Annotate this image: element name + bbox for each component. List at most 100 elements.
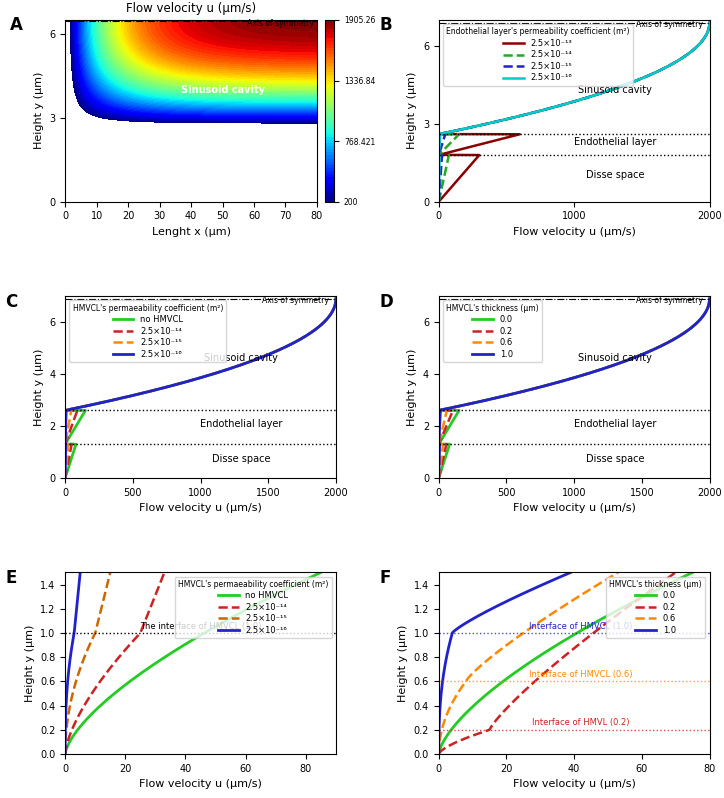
2.5×10⁻¹⁶ [64,676,72,685]
2.5×10⁻¹⁵ [705,18,714,27]
0.6 [550,607,558,617]
2.5×10⁻¹⁴ [61,749,70,759]
0.2 [620,604,629,614]
no HMVCL [332,294,340,303]
no HMVCL [113,394,122,404]
Text: Endothelial layer: Endothelial layer [200,419,282,429]
Line: 2.5×10⁻¹⁶: 2.5×10⁻¹⁶ [65,298,336,478]
2.5×10⁻¹⁴ [671,57,680,67]
2.5×10⁻¹³ [677,54,686,64]
0.2 [539,670,547,679]
Line: no HMVCL: no HMVCL [65,572,321,754]
2.5×10⁻¹⁶ [61,473,70,483]
1.0 [487,394,496,404]
Line: 0.6: 0.6 [439,572,618,754]
Y-axis label: Height y (μm): Height y (μm) [408,349,417,425]
no HMVCL [127,676,135,685]
0.2 [671,567,680,577]
0.2 [671,334,680,343]
Text: Sinusoid cavity: Sinusoid cavity [578,85,652,95]
Text: Sinusoid cavity: Sinusoid cavity [578,353,652,363]
Text: Interface of HMVCL (1.0): Interface of HMVCL (1.0) [529,622,633,630]
0.6 [434,749,443,759]
Legend: 2.5×10⁻¹³, 2.5×10⁻¹⁴, 2.5×10⁻¹⁵, 2.5×10⁻¹⁶: 2.5×10⁻¹³, 2.5×10⁻¹⁴, 2.5×10⁻¹⁵, 2.5×10⁻… [443,24,633,85]
2.5×10⁻¹⁶ [61,731,70,741]
Legend: 0.0, 0.2, 0.6, 1.0: 0.0, 0.2, 0.6, 1.0 [443,300,542,362]
2.5×10⁻¹⁵ [72,676,80,685]
2.5×10⁻¹⁴ [636,74,645,84]
0.6 [487,394,496,404]
no HMVCL [84,401,93,410]
1.0 [434,749,443,759]
Y-axis label: Height y (μm): Height y (μm) [408,72,417,149]
0.2 [434,749,443,759]
Text: Disse space: Disse space [586,170,644,180]
2.5×10⁻¹⁶ [458,124,466,134]
Text: Interface of HMVL (0.2): Interface of HMVL (0.2) [532,718,630,728]
no HMVCL [298,334,306,343]
2.5×10⁻¹⁵ [97,604,106,614]
0.0 [636,350,645,360]
Legend: no HMVCL, 2.5×10⁻¹⁴, 2.5×10⁻¹⁵, 2.5×10⁻¹⁶: no HMVCL, 2.5×10⁻¹⁴, 2.5×10⁻¹⁵, 2.5×10⁻¹… [70,300,227,362]
2.5×10⁻¹⁴ [84,401,93,410]
2.5×10⁻¹⁶ [636,74,645,84]
0.6 [614,567,623,577]
2.5×10⁻¹⁴ [677,54,686,64]
0.6 [434,473,443,483]
0.2 [458,401,466,410]
2.5×10⁻¹⁵ [61,749,70,759]
Y-axis label: Height y (μm): Height y (μm) [33,349,43,425]
Title: Flow velocity u (μm/s): Flow velocity u (μm/s) [126,2,256,14]
2.5×10⁻¹⁵ [113,394,122,404]
1.0 [677,330,686,340]
2.5×10⁻¹⁶ [303,330,312,340]
no HMVCL [206,625,215,634]
2.5×10⁻¹⁴ [332,294,340,303]
Line: 2.5×10⁻¹⁶: 2.5×10⁻¹⁶ [65,572,80,754]
2.5×10⁻¹⁴ [61,473,70,483]
Text: Endothelial layer: Endothelial layer [573,419,656,429]
1.0 [636,350,645,360]
Text: D: D [379,293,393,310]
0.2 [468,731,477,741]
Line: 2.5×10⁻¹⁴: 2.5×10⁻¹⁴ [65,298,336,478]
Text: Endothelial layer: Endothelial layer [176,135,269,145]
Line: 2.5×10⁻¹⁶: 2.5×10⁻¹⁶ [439,22,710,202]
Line: 1.0: 1.0 [439,298,710,478]
2.5×10⁻¹⁵ [84,401,93,410]
2.5×10⁻¹⁶ [61,749,70,759]
no HMVCL [263,350,272,360]
2.5×10⁻¹⁶ [72,604,81,614]
2.5×10⁻¹⁴ [138,625,146,634]
1.0 [566,567,575,577]
0.0 [442,731,451,741]
Text: C: C [6,293,18,310]
2.5×10⁻¹⁵ [298,334,306,343]
2.5×10⁻¹⁶ [76,567,85,577]
Line: 2.5×10⁻¹⁵: 2.5×10⁻¹⁵ [65,572,110,754]
0.6 [462,676,471,685]
2.5×10⁻¹⁴ [298,334,306,343]
Y-axis label: Height y (μm): Height y (μm) [398,625,408,702]
2.5×10⁻¹⁴ [113,394,122,404]
Legend: 0.0, 0.2, 0.6, 1.0: 0.0, 0.2, 0.6, 1.0 [606,576,705,638]
2.5×10⁻¹⁴ [144,607,153,617]
2.5×10⁻¹⁶ [298,334,306,343]
0.0 [440,455,449,464]
Text: Sinusoid cavity: Sinusoid cavity [180,85,264,95]
0.0 [671,334,680,343]
1.0 [438,676,447,685]
2.5×10⁻¹³ [458,124,466,134]
2.5×10⁻¹⁶ [113,394,122,404]
2.5×10⁻¹³ [671,57,680,67]
no HMVCL [316,567,325,577]
2.5×10⁻¹⁴ [263,350,272,360]
Y-axis label: Height y (μm): Height y (μm) [25,625,35,702]
2.5×10⁻¹⁴ [303,330,312,340]
no HMVCL [237,607,245,617]
2.5×10⁻¹⁶ [677,54,686,64]
Line: 0.0: 0.0 [439,572,693,754]
2.5×10⁻¹³ [450,179,459,188]
no HMVCL [70,731,78,741]
Line: 1.0: 1.0 [439,572,571,754]
